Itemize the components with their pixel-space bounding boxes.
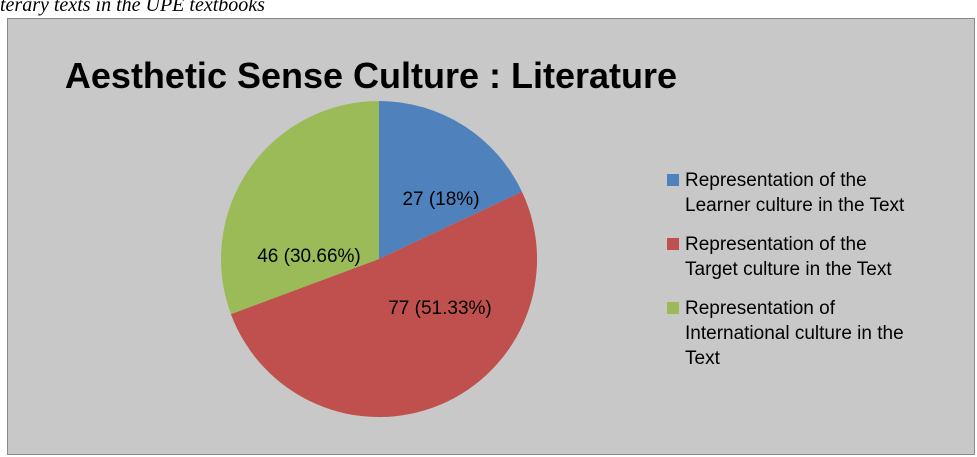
- data-label-2: 77 (51.33%): [388, 298, 492, 319]
- chart-title: Aesthetic Sense Culture : Literature: [64, 55, 678, 96]
- legend-label-3: Representation of International culture i…: [685, 298, 904, 369]
- chart-area: Aesthetic Sense Culture : Literature 27 …: [7, 18, 975, 455]
- data-label-3: 46 (30.66%): [257, 246, 361, 267]
- pie-chart: 27 (18%) 77 (51.33%) 46 (30.66%): [221, 101, 538, 418]
- legend-swatch-2: [667, 238, 679, 250]
- figure-caption: terary texts in the UPE textbooks: [0, 0, 265, 16]
- data-label-1: 27 (18%): [402, 189, 479, 210]
- legend-swatch-3: [667, 302, 679, 314]
- legend-swatch-1: [667, 174, 679, 186]
- legend-item-2: Representation of the Target culture in t…: [667, 232, 977, 282]
- legend-label-2: Representation of the Target culture in t…: [685, 234, 892, 280]
- legend-item-1: Representation of the Learner culture in …: [667, 168, 977, 218]
- pie-slice-1: [379, 101, 522, 259]
- legend: Representation of the Learner culture in …: [667, 168, 977, 385]
- pie-slice-2: [230, 191, 538, 418]
- pie-slice-3: [221, 101, 379, 315]
- legend-label-1: Representation of the Learner culture in …: [685, 170, 905, 216]
- legend-item-3: Representation of International culture i…: [667, 296, 977, 371]
